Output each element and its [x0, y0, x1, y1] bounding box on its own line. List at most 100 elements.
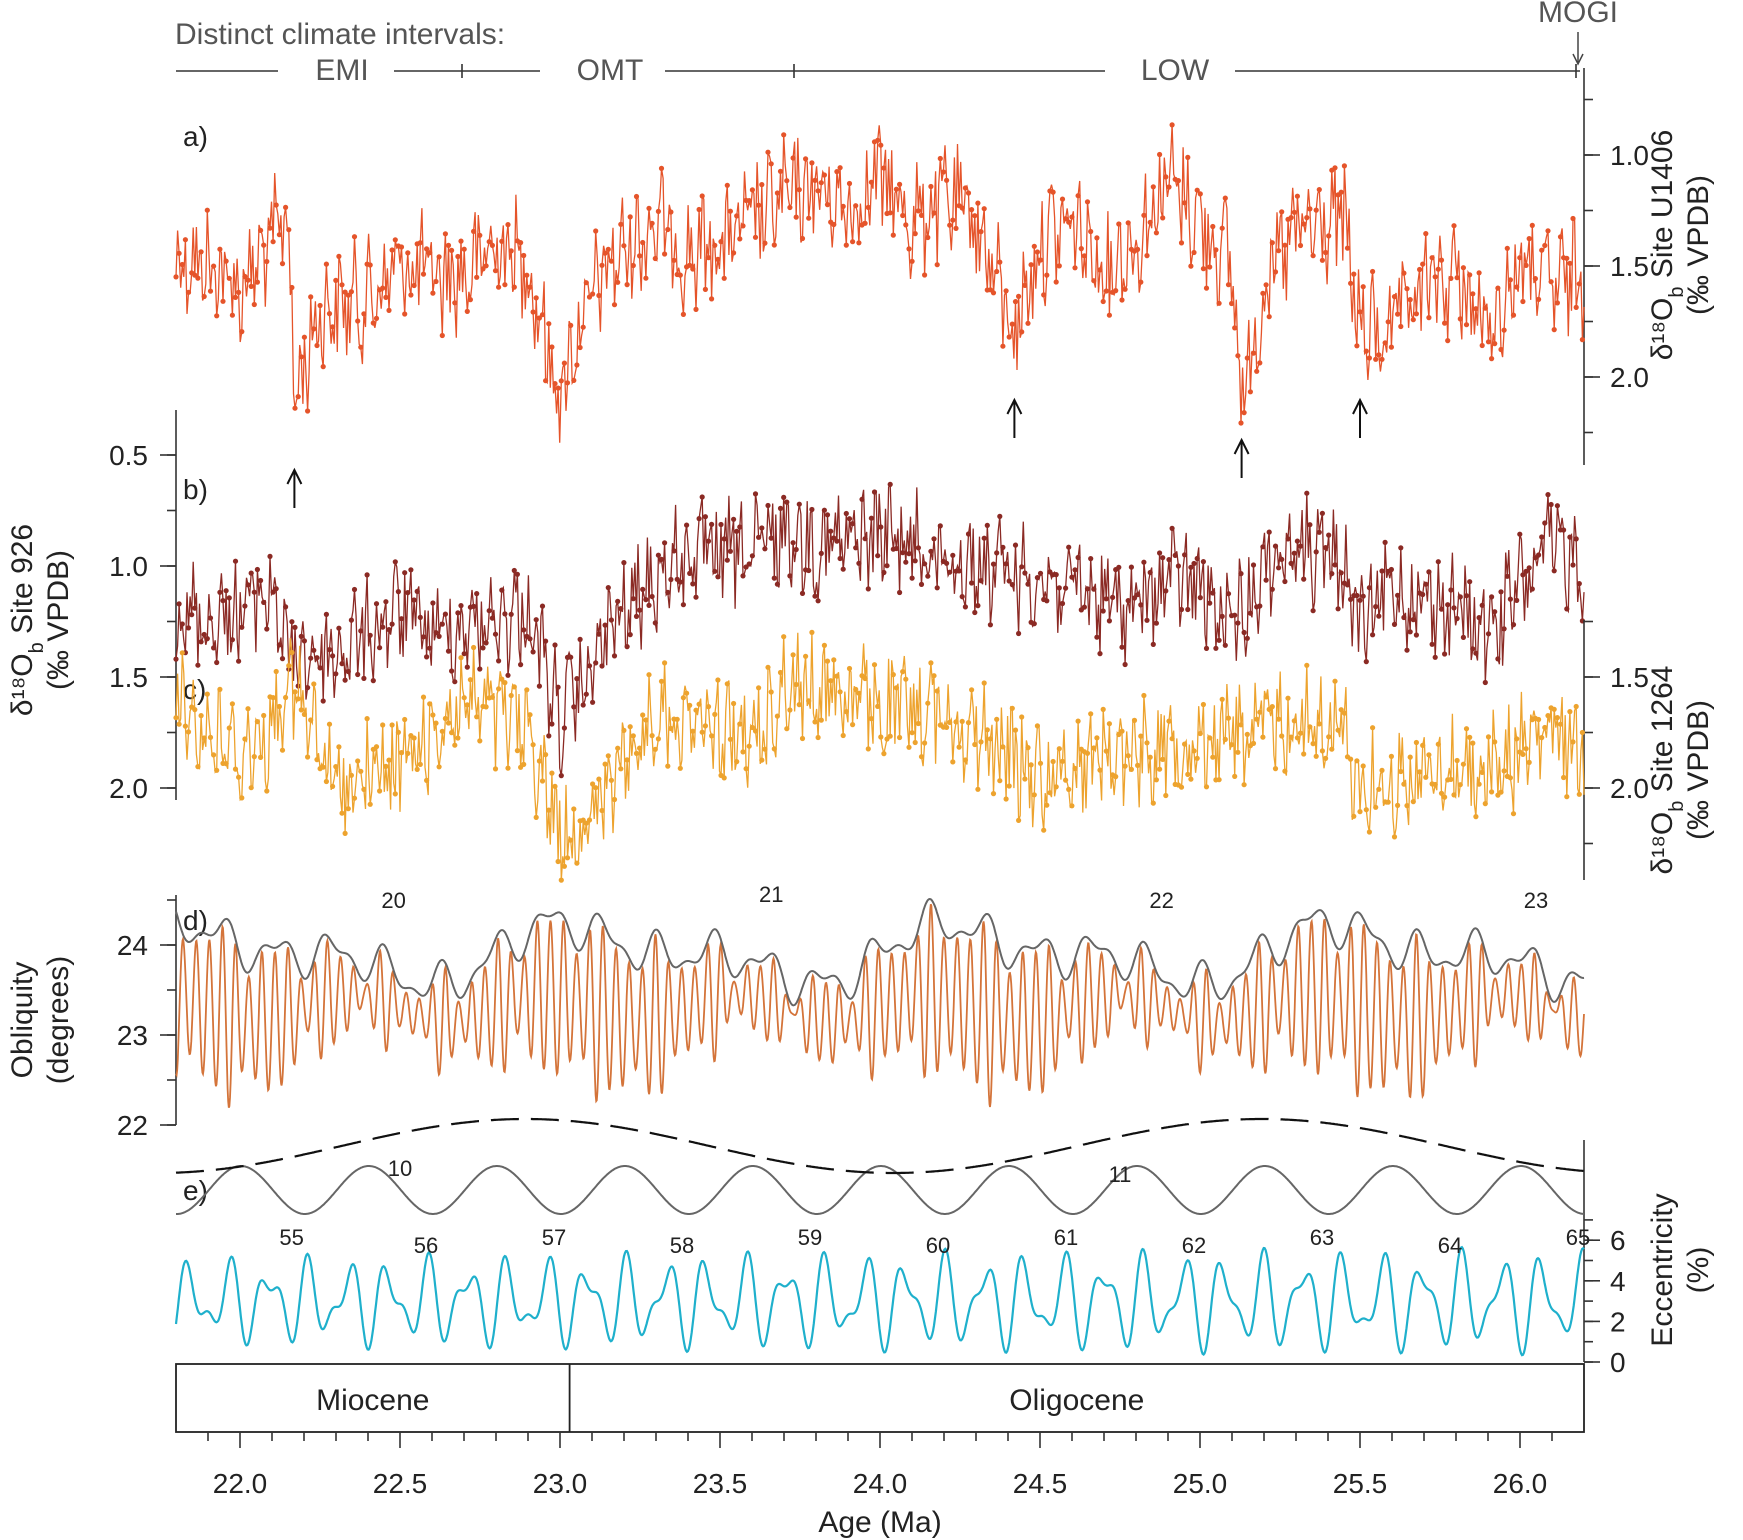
data-point-a — [771, 242, 777, 248]
data-point-c — [1304, 662, 1310, 668]
data-point-b — [878, 524, 884, 530]
data-point-c — [1329, 746, 1335, 752]
data-point-c — [893, 685, 900, 691]
data-point-b — [189, 612, 195, 618]
data-point-b — [1172, 552, 1178, 559]
data-point-c — [1075, 718, 1081, 724]
data-point-c — [1363, 807, 1369, 813]
data-point-c — [561, 863, 568, 869]
data-point-b — [1301, 576, 1307, 582]
data-point-a — [624, 282, 630, 288]
y-title-sub: b — [26, 642, 48, 653]
data-point-a — [474, 274, 480, 280]
data-point-b — [593, 660, 599, 666]
data-point-a — [655, 208, 662, 214]
data-point-a — [812, 177, 818, 183]
data-point-a — [1548, 279, 1554, 285]
data-point-c — [1432, 781, 1438, 788]
data-point-b — [677, 579, 683, 585]
data-point-b — [812, 593, 818, 599]
data-point-c — [1157, 766, 1163, 772]
data-point-b — [897, 589, 903, 596]
data-point-c — [533, 814, 539, 821]
data-point-a — [305, 408, 311, 414]
data-point-c — [1413, 739, 1419, 746]
data-point-a — [1360, 284, 1366, 290]
data-point-a — [1495, 285, 1501, 291]
data-point-a — [308, 294, 314, 300]
data-point-a — [915, 208, 922, 214]
data-point-a — [521, 252, 527, 259]
data-point-b — [1185, 606, 1191, 613]
data-point-a — [1326, 233, 1332, 239]
data-point-b — [1420, 591, 1426, 598]
data-point-a — [922, 272, 928, 278]
data-point-c — [514, 748, 521, 754]
data-point-c — [411, 735, 417, 741]
data-point-c — [179, 650, 185, 656]
data-point-b — [1276, 565, 1282, 571]
data-point-c — [727, 736, 734, 742]
data-point-b — [834, 538, 840, 544]
data-point-b — [1285, 536, 1291, 542]
data-point-a — [499, 238, 505, 244]
data-point-b — [1485, 631, 1492, 637]
data-point-a — [1063, 216, 1069, 222]
data-point-a — [1147, 219, 1153, 225]
data-point-c — [1391, 834, 1398, 840]
data-point-a — [1235, 353, 1241, 359]
data-point-a — [1526, 236, 1532, 242]
data-point-a — [236, 289, 242, 295]
data-point-b — [862, 536, 868, 542]
data-point-c — [887, 733, 893, 739]
data-point-c — [934, 688, 940, 694]
data-point-b — [511, 567, 517, 574]
data-point-c — [1282, 768, 1288, 774]
data-point-c — [499, 676, 505, 682]
data-point-a — [787, 204, 793, 211]
data-point-b — [264, 626, 270, 632]
event-arrow — [1006, 397, 1023, 438]
data-point-c — [1260, 734, 1266, 740]
data-point-b — [377, 645, 383, 651]
data-point-b — [1166, 557, 1172, 563]
data-point-c — [837, 689, 843, 695]
data-point-b — [273, 586, 279, 592]
data-point-a — [1069, 214, 1075, 220]
data-point-b — [1059, 600, 1066, 607]
data-point-b — [1125, 598, 1131, 604]
y-tick-label-e: 4 — [1610, 1266, 1626, 1297]
data-point-a — [1388, 344, 1394, 350]
data-point-a — [345, 292, 351, 298]
data-point-a — [994, 268, 1000, 275]
data-point-a — [925, 234, 931, 241]
data-point-b — [649, 593, 655, 600]
data-point-b — [1266, 529, 1272, 535]
data-point-b — [239, 624, 245, 630]
data-point-b — [752, 491, 759, 497]
data-point-b — [646, 602, 652, 609]
data-point-c — [1376, 786, 1382, 792]
data-point-a — [1250, 350, 1257, 356]
panel-label-d: d) — [183, 905, 208, 936]
data-point-c — [1056, 746, 1062, 752]
data-point-b — [1357, 597, 1363, 603]
data-point-b — [1291, 550, 1297, 556]
data-point-c — [389, 722, 395, 728]
data-point-b — [430, 600, 436, 606]
data-point-a — [1232, 325, 1238, 331]
data-point-c — [868, 716, 875, 722]
data-point-a — [693, 306, 699, 312]
data-point-a — [1454, 275, 1460, 281]
data-point-b — [621, 560, 627, 566]
data-point-c — [608, 777, 615, 783]
data-point-b — [1536, 552, 1542, 558]
data-point-c — [483, 704, 489, 710]
data-point-b — [1457, 594, 1463, 600]
data-point-b — [990, 561, 997, 567]
data-point-a — [536, 315, 543, 321]
data-point-a — [571, 377, 577, 383]
data-point-b — [1294, 538, 1300, 544]
data-point-b — [1100, 608, 1106, 614]
data-point-a — [875, 137, 881, 143]
